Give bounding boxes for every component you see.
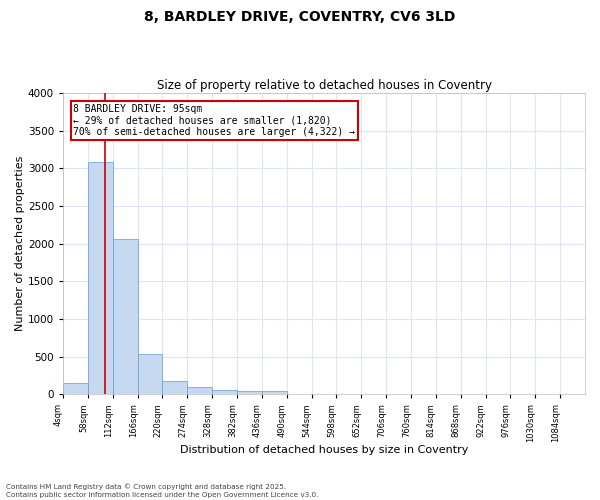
Text: 8, BARDLEY DRIVE, COVENTRY, CV6 3LD: 8, BARDLEY DRIVE, COVENTRY, CV6 3LD [145,10,455,24]
Bar [262,391,287,394]
X-axis label: Distribution of detached houses by size in Coventry: Distribution of detached houses by size … [180,445,468,455]
Bar [113,239,137,394]
Text: Contains HM Land Registry data © Crown copyright and database right 2025.
Contai: Contains HM Land Registry data © Crown c… [6,484,319,498]
Title: Size of property relative to detached houses in Coventry: Size of property relative to detached ho… [157,79,491,92]
Bar [63,382,88,394]
Bar [237,391,262,394]
Bar [212,390,237,394]
Y-axis label: Number of detached properties: Number of detached properties [15,156,25,332]
Bar [187,388,212,394]
Bar [163,380,187,394]
Bar [88,162,113,394]
Text: 8 BARDLEY DRIVE: 95sqm
← 29% of detached houses are smaller (1,820)
70% of semi-: 8 BARDLEY DRIVE: 95sqm ← 29% of detached… [73,104,355,137]
Bar [137,354,163,394]
